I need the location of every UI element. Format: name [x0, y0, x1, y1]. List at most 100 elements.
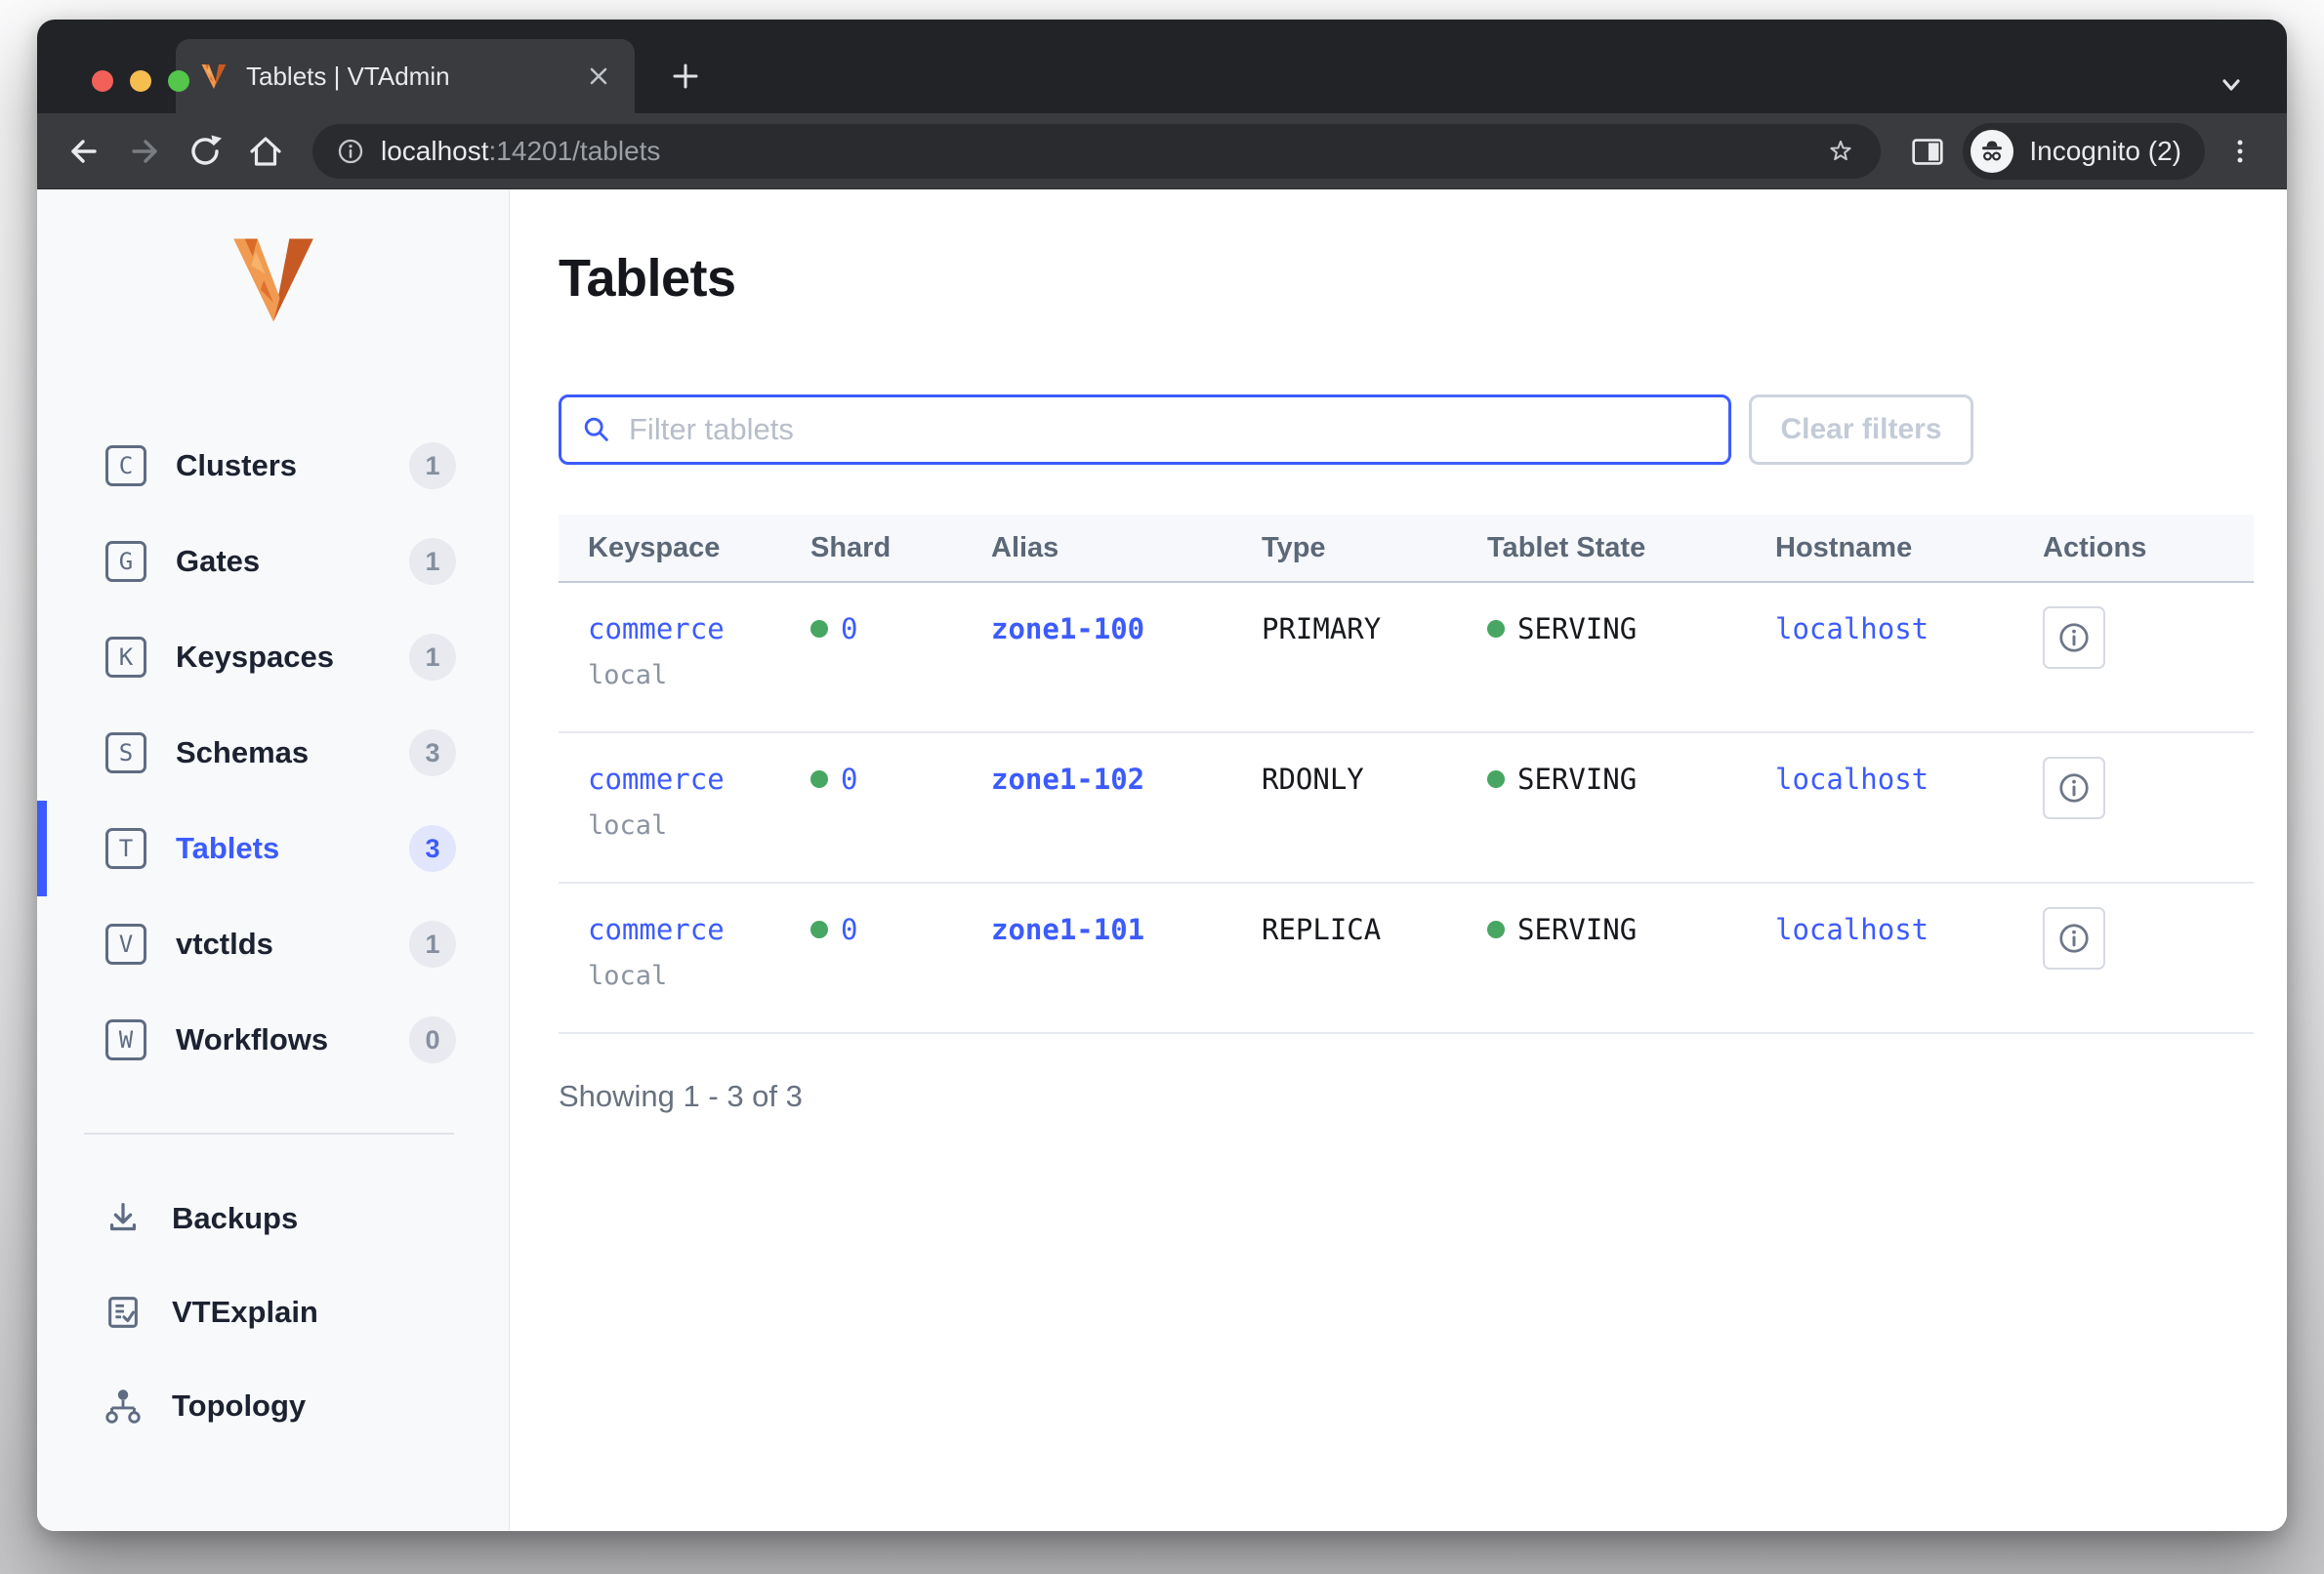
state-cell: SERVING — [1487, 763, 1775, 796]
bookmark-button[interactable] — [1824, 135, 1857, 168]
sidebar-item-label: Workflows — [176, 1022, 329, 1056]
forward-button[interactable] — [119, 126, 170, 177]
count-badge: 3 — [409, 825, 456, 872]
info-icon — [2059, 924, 2089, 953]
cluster-label: local — [588, 810, 668, 841]
reload-button[interactable] — [180, 126, 230, 177]
clusters-letter-icon: C — [105, 445, 146, 486]
hostname-link[interactable]: localhost — [1775, 913, 1930, 946]
cluster-label: local — [588, 961, 668, 991]
tab-title: Tablets | VTAdmin — [246, 61, 450, 91]
type-cell: REPLICA — [1262, 913, 1487, 946]
window-controls — [92, 70, 189, 92]
hostname-cell: localhost — [1775, 612, 2043, 645]
address-bar[interactable]: localhost:14201/tablets — [312, 123, 1882, 179]
zoom-window-button[interactable] — [168, 70, 189, 92]
url-text: localhost:14201/tablets — [381, 136, 660, 167]
sidebar-divider — [84, 1133, 454, 1135]
alias-cell: zone1-102 — [991, 763, 1262, 796]
browser-menu-button[interactable] — [2215, 126, 2265, 177]
browser-window: Tablets | VTAdmin — [37, 20, 2287, 1531]
close-tab-icon[interactable] — [586, 63, 611, 89]
sidebar-item-clusters[interactable]: C Clusters 1 — [37, 418, 509, 514]
alias-link[interactable]: zone1-100 — [991, 612, 1145, 645]
search-icon — [584, 417, 608, 441]
keyspace-link[interactable]: commerce — [588, 763, 725, 796]
site-info-icon[interactable] — [336, 137, 365, 166]
tablets-table: Keyspace Shard Alias Type Tablet State H… — [559, 515, 2254, 1034]
sidebar-item-label: Tablets — [176, 831, 280, 865]
serving-status-dot — [1487, 921, 1505, 938]
sidebar-nav: C Clusters 1 G Gates 1 K Keyspaces 1 S S… — [37, 418, 509, 1088]
shard-status-dot — [810, 620, 828, 638]
sidebar-item-label: VTExplain — [172, 1295, 318, 1329]
sidebar-item-label: Keyspaces — [176, 640, 335, 674]
row-info-button[interactable] — [2043, 757, 2105, 819]
tablets-letter-icon: T — [105, 828, 146, 869]
alias-link[interactable]: zone1-102 — [991, 763, 1145, 796]
minimize-window-button[interactable] — [130, 70, 151, 92]
main-panel: Tablets Clear filters Keyspace Shard Ali… — [510, 189, 2287, 1531]
hostname-link[interactable]: localhost — [1775, 763, 1930, 796]
actions-cell — [2043, 606, 2254, 669]
plus-icon — [673, 63, 698, 89]
count-badge: 1 — [409, 538, 456, 585]
sidebar-item-workflows[interactable]: W Workflows 0 — [37, 992, 509, 1088]
side-panel-button[interactable] — [1902, 126, 1953, 177]
back-button[interactable] — [59, 126, 109, 177]
row-info-button[interactable] — [2043, 907, 2105, 970]
column-header-hostname: Hostname — [1775, 531, 1913, 563]
sidebar-item-keyspaces[interactable]: K Keyspaces 1 — [37, 609, 509, 705]
state-cell: SERVING — [1487, 612, 1775, 645]
keyspace-cell: commerce local — [559, 913, 810, 991]
sidebar-item-vtexplain[interactable]: VTExplain — [37, 1265, 509, 1359]
forward-arrow-icon — [132, 139, 157, 163]
sidebar-item-backups[interactable]: Backups — [37, 1172, 509, 1265]
keyspaces-letter-icon: K — [105, 637, 146, 678]
chevron-down-icon — [2222, 79, 2240, 91]
shard-link[interactable]: 0 — [841, 763, 858, 796]
table-row: commerce local 0 zone1-102 RDONLY SERVIN… — [559, 733, 2254, 884]
home-button[interactable] — [240, 126, 291, 177]
tablet-state: SERVING — [1517, 612, 1638, 645]
reload-icon — [191, 135, 222, 165]
shard-cell: 0 — [810, 913, 991, 946]
sidebar-item-tablets[interactable]: T Tablets 3 — [37, 801, 509, 896]
sidebar-item-vtctlds[interactable]: V vtctlds 1 — [37, 896, 509, 992]
profile-chip-incognito[interactable]: Incognito (2) — [1963, 122, 2205, 180]
keyspace-link[interactable]: commerce — [588, 612, 725, 645]
hostname-cell: localhost — [1775, 763, 2043, 796]
close-window-button[interactable] — [92, 70, 113, 92]
tablet-type: REPLICA — [1262, 913, 1382, 946]
shard-link[interactable]: 0 — [841, 612, 858, 645]
count-badge: 1 — [409, 634, 456, 681]
filter-tablets-input[interactable] — [627, 411, 1709, 448]
sidebar-item-gates[interactable]: G Gates 1 — [37, 514, 509, 609]
column-header-type: Type — [1262, 531, 1326, 563]
column-header-shard: Shard — [810, 531, 892, 563]
tablet-state: SERVING — [1517, 763, 1638, 796]
sidebar: C Clusters 1 G Gates 1 K Keyspaces 1 S S… — [37, 189, 510, 1531]
sidebar-item-label: Gates — [176, 544, 261, 578]
tab-search-button[interactable] — [2215, 68, 2248, 106]
alias-cell: zone1-100 — [991, 612, 1262, 645]
side-panel-icon — [1912, 138, 1944, 165]
clear-filters-button[interactable]: Clear filters — [1749, 394, 1973, 465]
sidebar-item-topology[interactable]: Topology — [37, 1359, 509, 1453]
download-icon — [100, 1198, 146, 1239]
checklist-doc-icon — [100, 1292, 146, 1333]
table-header-row: Keyspace Shard Alias Type Tablet State H… — [559, 515, 2254, 583]
browser-tab-tablets[interactable]: Tablets | VTAdmin — [176, 39, 635, 113]
page-content: C Clusters 1 G Gates 1 K Keyspaces 1 S S… — [37, 189, 2287, 1531]
keyspace-link[interactable]: commerce — [588, 913, 725, 946]
row-info-button[interactable] — [2043, 606, 2105, 669]
new-tab-button[interactable] — [664, 55, 707, 98]
back-arrow-icon — [71, 139, 97, 163]
info-icon — [2059, 773, 2089, 803]
shard-link[interactable]: 0 — [841, 913, 858, 946]
sidebar-item-schemas[interactable]: S Schemas 3 — [37, 705, 509, 801]
count-badge: 3 — [409, 729, 456, 776]
alias-link[interactable]: zone1-101 — [991, 913, 1145, 946]
hostname-link[interactable]: localhost — [1775, 612, 1930, 645]
vitess-favicon-icon — [201, 64, 227, 89]
